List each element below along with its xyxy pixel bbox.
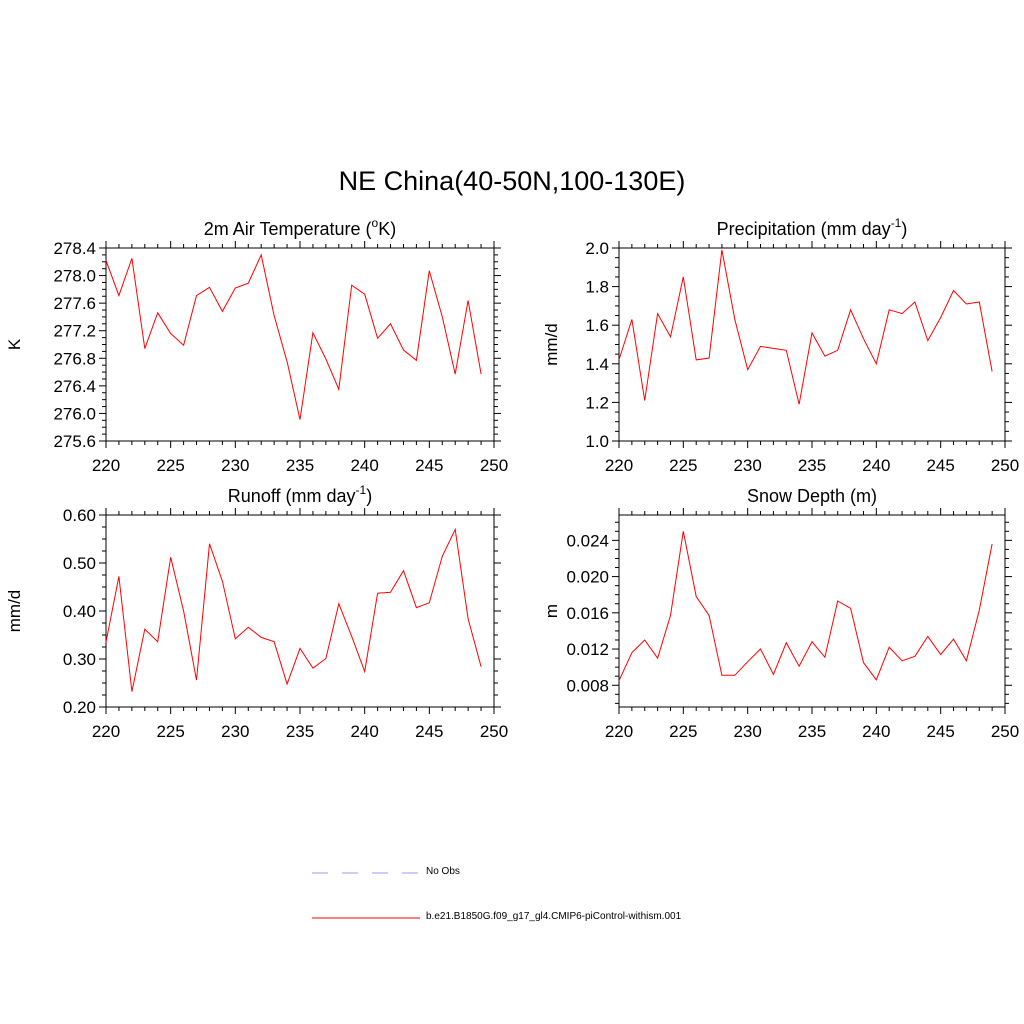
x-tick-label: 240 xyxy=(862,722,890,741)
panel-title: Runoff (mm day-1) xyxy=(228,483,372,506)
x-tick-label: 220 xyxy=(605,456,633,475)
y-axis-label: K xyxy=(5,338,24,350)
x-tick-label: 250 xyxy=(480,456,508,475)
x-tick-label: 230 xyxy=(221,456,249,475)
x-tick-label: 250 xyxy=(991,722,1019,741)
x-tick-label: 235 xyxy=(798,456,826,475)
series-line-air-temperature xyxy=(105,253,482,420)
x-tick-label: 235 xyxy=(798,722,826,741)
y-axis-label: mm/d xyxy=(542,323,561,366)
y-tick-label: 275.6 xyxy=(53,432,96,451)
page-title: NE China(40-50N,100-130E) xyxy=(338,166,686,196)
y-tick-label: 0.50 xyxy=(63,554,96,573)
panel-title-superscript: -1 xyxy=(356,483,367,497)
y-tick-label: 1.0 xyxy=(585,432,609,451)
legend-model-label: b.e21.B1850G.f09_g17_gl4.CMIP6-piControl… xyxy=(426,911,682,922)
series-line-runoff xyxy=(105,527,482,692)
panel-title: 2m Air Temperature (oK) xyxy=(204,216,396,239)
panel-title-text: Runoff (mm day xyxy=(228,486,356,506)
x-tick-label: 220 xyxy=(92,456,120,475)
panel-title-text: Snow Depth (m) xyxy=(747,486,877,506)
panel-title: Snow Depth (m) xyxy=(747,486,877,506)
x-tick-label: 225 xyxy=(669,722,697,741)
panel-runoff: 220 225 230 235 240 245 250 0.20 0.30 0.40 0.50 0.6… xyxy=(5,483,508,741)
panel-title-tail: K) xyxy=(378,219,396,239)
x-tick-label: 225 xyxy=(156,722,184,741)
panel-title-superscript: -1 xyxy=(891,216,902,230)
panel-title-tail: ) xyxy=(901,219,907,239)
y-tick-label: 278.4 xyxy=(53,239,96,258)
x-tick-label: 250 xyxy=(991,456,1019,475)
panel-title-text: Precipitation (mm day xyxy=(717,219,891,239)
x-tick-label: 220 xyxy=(605,722,633,741)
y-tick-label: 0.60 xyxy=(63,506,96,525)
panel-snow-depth: 220 225 230 235 240 245 250 0.008 0.012 0.016 0.02… xyxy=(542,486,1019,741)
panel-air-temperature: 220 225 230 235 240 245 250 275.6 276.0 276.4 276.… xyxy=(5,216,508,475)
series-line-precipitation xyxy=(618,249,993,405)
plot-frame xyxy=(105,514,495,708)
y-tick-label: 1.8 xyxy=(585,278,609,297)
series-line-snow-depth xyxy=(618,531,993,681)
x-tick-label: 225 xyxy=(156,456,184,475)
panel-title-text: 2m Air Temperature ( xyxy=(204,219,372,239)
x-tick-label: 235 xyxy=(286,456,314,475)
x-tick-label: 245 xyxy=(415,456,443,475)
plot-frame xyxy=(618,247,1006,442)
x-tick-label: 250 xyxy=(480,722,508,741)
y-tick-label: 0.20 xyxy=(63,698,96,717)
y-tick-label: 276.4 xyxy=(53,377,96,396)
x-tick-label: 240 xyxy=(350,456,378,475)
y-tick-label: 1.6 xyxy=(585,316,609,335)
y-tick-label: 0.016 xyxy=(566,604,609,623)
x-tick-label: 240 xyxy=(350,722,378,741)
y-tick-label: 276.0 xyxy=(53,404,96,423)
x-tick-label: 230 xyxy=(733,722,761,741)
y-axis-label: m xyxy=(542,604,561,618)
x-tick-label: 245 xyxy=(926,722,954,741)
y-tick-label: 1.2 xyxy=(585,393,609,412)
panel-precipitation: 220 225 230 235 240 245 250 1.0 1.2 1.4 1.6 1.8 2.0 m… xyxy=(542,216,1019,475)
y-tick-label: 0.40 xyxy=(63,602,96,621)
y-tick-label: 1.4 xyxy=(585,355,609,374)
y-tick-label: 276.8 xyxy=(53,349,96,368)
panel-title-superscript: o xyxy=(372,216,379,230)
y-tick-label: 278.0 xyxy=(53,267,96,286)
panel-title: Precipitation (mm day-1) xyxy=(717,216,908,239)
y-tick-label: 0.30 xyxy=(63,650,96,669)
y-tick-label: 0.012 xyxy=(566,640,609,659)
plot-frame xyxy=(618,514,1006,708)
y-tick-label: 2.0 xyxy=(585,239,609,258)
x-tick-label: 235 xyxy=(286,722,314,741)
y-tick-label: 0.020 xyxy=(566,568,609,587)
x-tick-label: 230 xyxy=(221,722,249,741)
y-axis-label: mm/d xyxy=(5,590,24,633)
plot-frame xyxy=(105,247,495,442)
x-tick-label: 245 xyxy=(926,456,954,475)
panel-title-tail: ) xyxy=(366,486,372,506)
x-tick-label: 230 xyxy=(733,456,761,475)
legend xyxy=(312,872,420,919)
x-tick-label: 220 xyxy=(92,722,120,741)
x-tick-label: 240 xyxy=(862,456,890,475)
y-tick-label: 277.6 xyxy=(53,294,96,313)
legend-obs-label: No Obs xyxy=(426,866,460,877)
x-tick-label: 225 xyxy=(669,456,697,475)
y-tick-label: 0.008 xyxy=(566,676,609,695)
y-tick-label: 0.024 xyxy=(566,531,609,550)
y-tick-label: 277.2 xyxy=(53,322,96,341)
x-tick-label: 245 xyxy=(415,722,443,741)
